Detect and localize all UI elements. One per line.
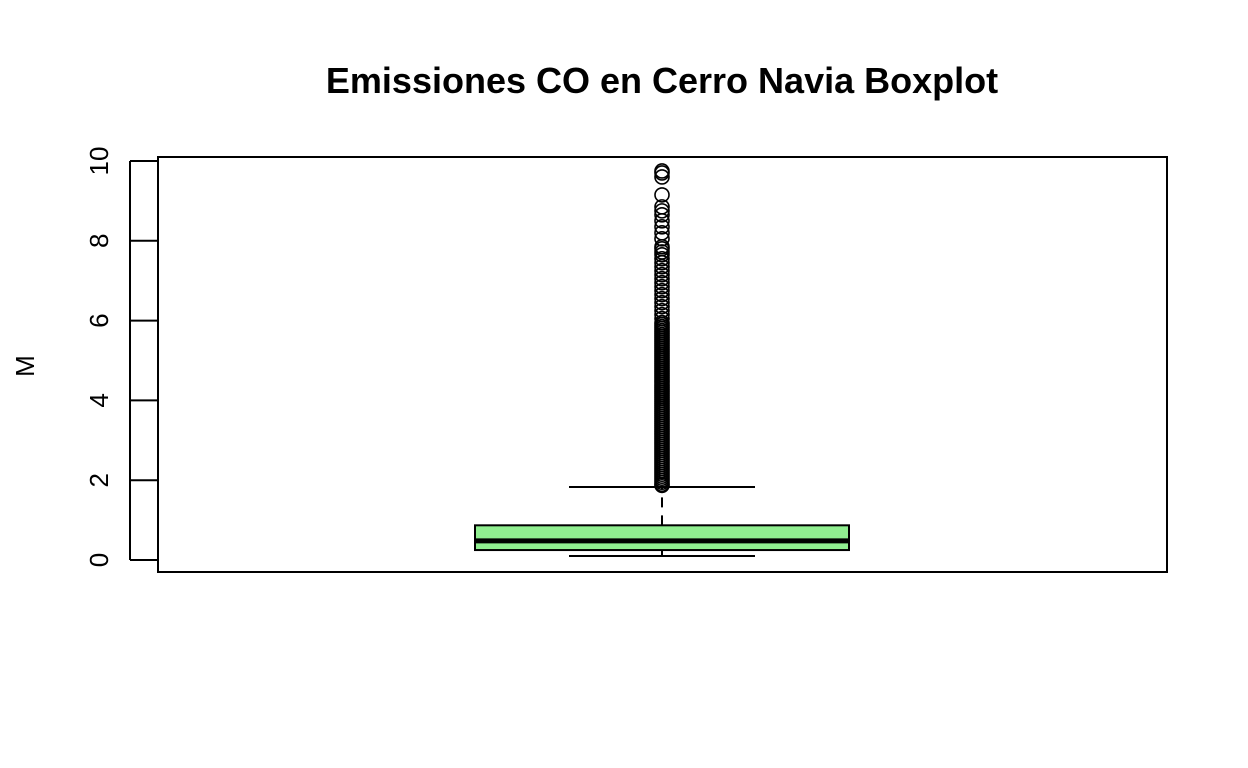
plot-frame [157, 156, 1168, 573]
outlier-points [654, 163, 670, 494]
boxplot [474, 486, 850, 558]
outlier-point [654, 231, 670, 247]
outlier-point [654, 270, 670, 287]
outlier-point [654, 294, 670, 311]
y-tick-label: 8 [84, 234, 114, 248]
outlier-point [654, 278, 670, 295]
outlier-point [654, 219, 670, 235]
y-tick-label: 6 [84, 313, 114, 327]
outlier-point [654, 165, 670, 181]
outlier-point [654, 187, 670, 203]
y-tick-label: 4 [84, 393, 114, 407]
outlier-point [654, 266, 670, 283]
outlier-point [654, 213, 670, 229]
outlier-point [654, 250, 670, 267]
outlier-point [654, 207, 670, 223]
outlier-point [654, 274, 670, 291]
outlier-point [654, 282, 670, 299]
y-tick-label: 0 [84, 553, 114, 567]
y-axis: 0 2 4 6 8 10 [84, 147, 158, 567]
chart-title: Emissiones CO en Cerro Navia Boxplot [326, 60, 998, 101]
outlier-point [654, 290, 670, 307]
y-tick-label: 10 [84, 147, 114, 176]
y-axis-label: M [10, 355, 40, 377]
outlier-point [654, 246, 670, 263]
outlier-point [654, 298, 670, 315]
interquartile-box [474, 524, 850, 552]
outlier-point [654, 262, 670, 279]
outlier-point [654, 286, 670, 303]
outlier-point [654, 169, 670, 185]
y-tick-label: 2 [84, 473, 114, 487]
outlier-point [654, 477, 670, 494]
outlier-point [654, 258, 670, 275]
outlier-point [654, 203, 670, 219]
outlier-point [654, 254, 670, 271]
